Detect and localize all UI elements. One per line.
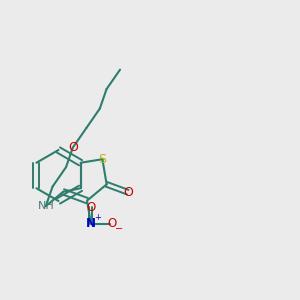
Text: S: S: [98, 153, 106, 166]
Text: −: −: [116, 224, 124, 234]
Text: +: +: [94, 213, 101, 222]
Text: N: N: [86, 217, 96, 230]
Text: O: O: [107, 217, 117, 230]
Text: NH: NH: [38, 201, 54, 211]
Text: O: O: [68, 141, 78, 154]
Text: O: O: [123, 186, 133, 199]
Text: O: O: [86, 201, 96, 214]
